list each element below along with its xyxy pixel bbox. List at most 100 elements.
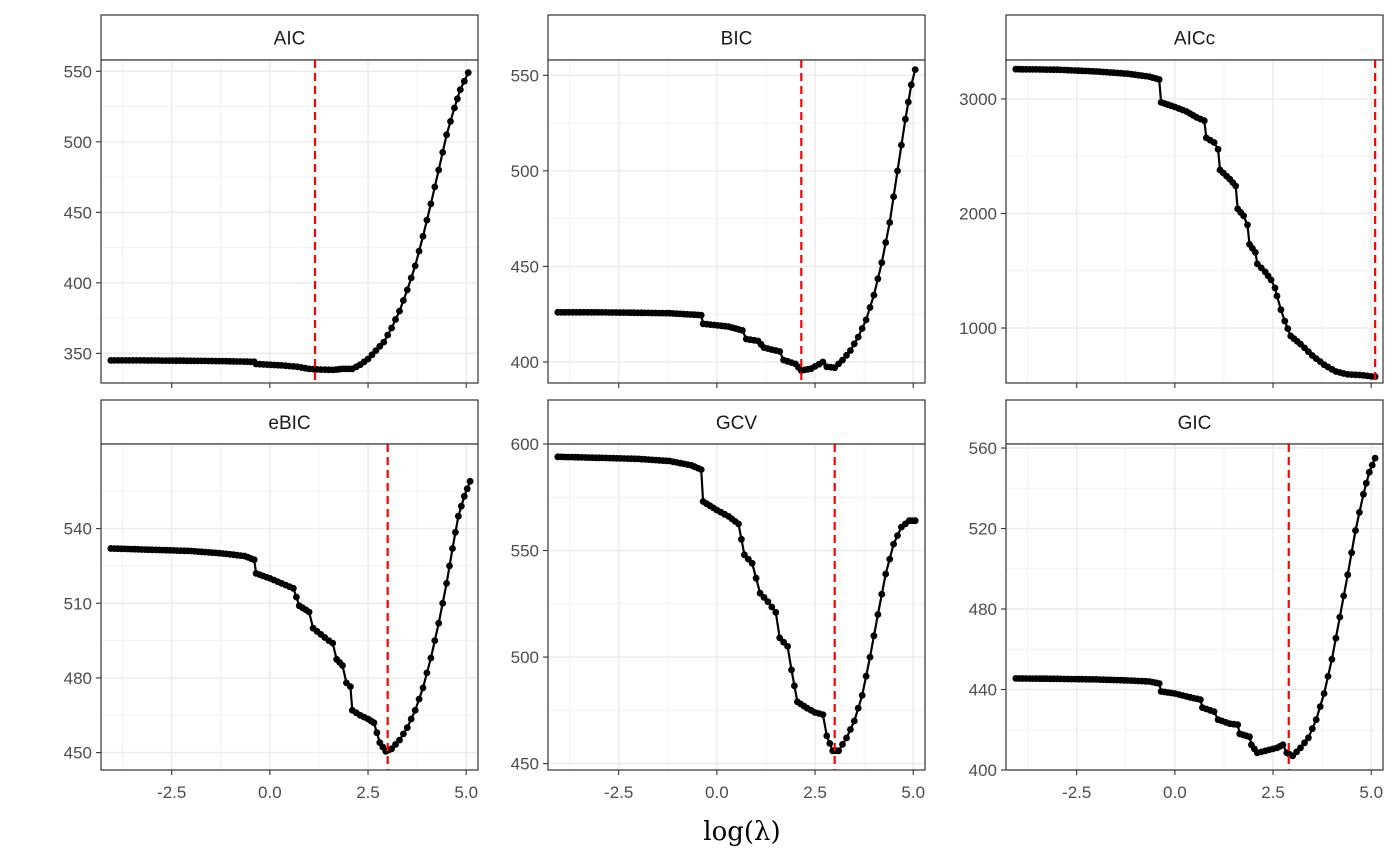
data-point — [697, 466, 705, 473]
data-point — [1234, 721, 1242, 729]
data-point — [447, 118, 454, 125]
data-point — [419, 232, 427, 240]
data-point — [396, 307, 403, 315]
data-point — [738, 535, 745, 543]
data-point — [784, 643, 791, 650]
panel-border — [100, 59, 479, 384]
data-point — [1271, 284, 1279, 292]
data-point — [427, 654, 435, 662]
data-point — [748, 559, 756, 567]
data-point — [890, 193, 897, 201]
data-point — [850, 340, 858, 348]
x-tick-label: 5.0 — [1359, 783, 1383, 802]
data-point — [764, 598, 772, 606]
data-point — [862, 672, 870, 680]
data-point — [1312, 716, 1320, 724]
data-point — [1320, 690, 1328, 697]
y-tick-label: 540 — [64, 520, 92, 539]
data-point — [839, 741, 846, 748]
data-point — [431, 637, 439, 644]
data-point — [1362, 479, 1370, 487]
panel-border — [1005, 59, 1384, 384]
data-point — [443, 580, 450, 587]
data-point — [347, 683, 354, 690]
data-point — [423, 669, 431, 677]
strip-title: AIC — [274, 29, 306, 50]
data-point — [886, 219, 894, 226]
data-point — [423, 216, 431, 224]
data-point — [882, 239, 890, 246]
data-point — [435, 619, 443, 627]
data-point — [870, 632, 878, 640]
data-point — [1279, 741, 1287, 749]
y-tick-label: 480 — [64, 669, 92, 688]
data-point — [776, 348, 784, 355]
data-point — [1214, 145, 1222, 153]
data-point — [1210, 139, 1218, 146]
y-tick-label: 520 — [969, 520, 997, 539]
data-point — [372, 347, 380, 354]
data-point — [1360, 490, 1367, 498]
strip-box — [100, 399, 479, 445]
panel-border — [547, 443, 926, 771]
data-point — [1277, 306, 1285, 314]
x-tick-label: 2.5 — [356, 783, 380, 802]
data-point — [898, 141, 905, 149]
x-axis-title: log(λ) — [703, 817, 780, 847]
data-point — [449, 545, 456, 552]
data-point — [250, 556, 258, 564]
data-point — [1197, 696, 1204, 703]
strip-box — [100, 14, 479, 61]
data-point — [739, 327, 746, 334]
data-point — [854, 333, 862, 341]
data-point — [1301, 739, 1308, 747]
data-point — [456, 86, 464, 93]
data-point — [439, 599, 447, 607]
panel-bic: BIC 400 450 500 550 — [511, 14, 926, 388]
data-point — [305, 608, 313, 616]
strip-title: eBIC — [268, 413, 310, 434]
y-tick-label: 350 — [64, 344, 92, 363]
y-tick-label: 450 — [64, 203, 92, 222]
panel-gic: GIC 400 440 480 520 560 -2.5 0.0 2.5 5.0 — [969, 399, 1384, 802]
data-point — [463, 485, 471, 493]
x-tick-label: -2.5 — [1062, 783, 1091, 802]
data-point — [768, 603, 776, 611]
data-point — [1305, 734, 1312, 742]
data-point — [902, 115, 909, 123]
data-point — [1297, 744, 1304, 752]
data-point — [826, 740, 834, 747]
data-point — [760, 594, 768, 601]
data-point — [1324, 673, 1332, 680]
data-point — [1348, 549, 1355, 557]
data-point — [858, 325, 866, 332]
strip-title: BIC — [721, 29, 753, 50]
data-point — [446, 562, 453, 570]
x-tick-label: -2.5 — [604, 783, 633, 802]
data-point — [886, 555, 894, 563]
y-tick-label: 550 — [511, 542, 539, 561]
x-tick-label: 2.5 — [1261, 783, 1285, 802]
data-point — [290, 584, 297, 592]
data-point — [1356, 509, 1363, 516]
y-tick-label: 1000 — [959, 319, 997, 338]
data-point — [388, 745, 395, 753]
y-tick-label: 550 — [511, 66, 539, 85]
data-point — [452, 528, 459, 536]
data-point — [1244, 221, 1251, 229]
data-point — [1210, 708, 1218, 715]
data-point — [866, 653, 874, 661]
panel-border — [547, 59, 926, 384]
data-point — [411, 262, 419, 270]
data-point — [403, 286, 411, 294]
data-point — [1332, 634, 1340, 642]
data-point — [1368, 461, 1376, 469]
data-point — [890, 540, 897, 548]
data-point — [455, 512, 462, 520]
data-point — [1155, 680, 1163, 687]
y-tick-label: 500 — [64, 133, 92, 152]
data-point — [415, 695, 423, 703]
data-point — [858, 692, 866, 699]
x-tick-label: 5.0 — [901, 783, 925, 802]
data-point — [776, 634, 784, 642]
